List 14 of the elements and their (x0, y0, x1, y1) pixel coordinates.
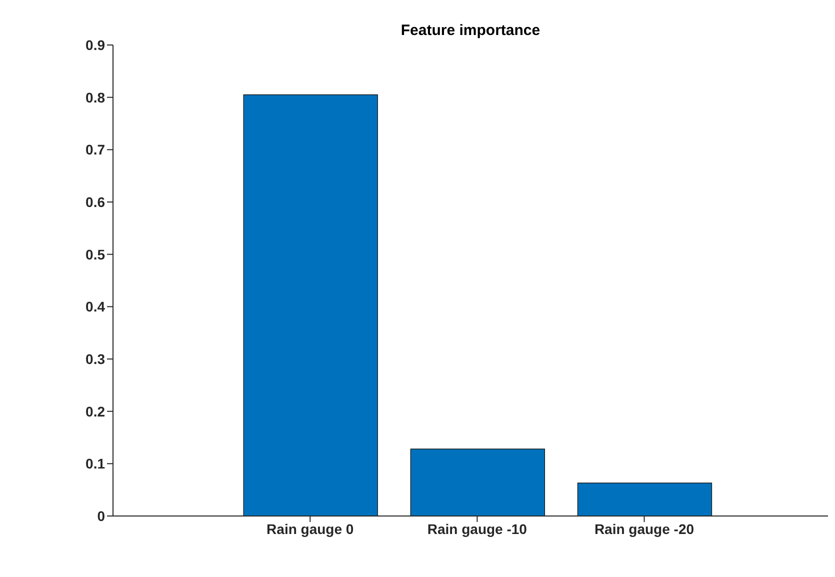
y-tick-label: 0.3 (86, 350, 106, 367)
y-tick-label: 0.9 (86, 36, 106, 53)
x-tick-label: Rain gauge -20 (594, 520, 694, 537)
y-tick-label: 0.6 (86, 194, 106, 210)
y-tick-label: 0.1 (86, 456, 106, 472)
y-tick-label: 0.2 (86, 403, 106, 420)
y-tick-label: 0 (97, 508, 106, 524)
y-tick-label: 0.8 (86, 89, 106, 106)
y-tick-label: 0.5 (86, 246, 106, 262)
y-tick-label: 0.7 (86, 142, 106, 158)
x-tick-label: Rain gauge 0 (266, 520, 354, 537)
y-tick-label: 0.4 (86, 298, 106, 315)
chart-title: Feature importance (400, 22, 542, 39)
x-tick-label: Rain gauge -10 (427, 520, 528, 537)
